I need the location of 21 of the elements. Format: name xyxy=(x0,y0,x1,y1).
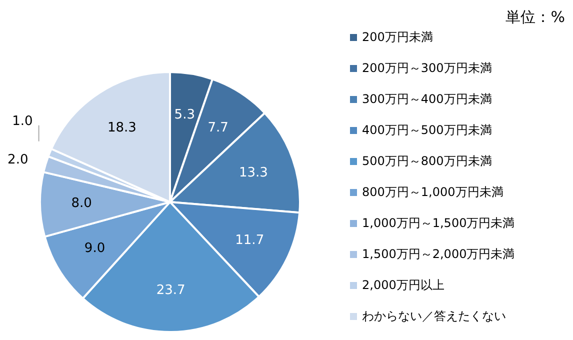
legend-label: 800万円～1,000万円未満 xyxy=(362,184,504,201)
data-label: 9.0 xyxy=(84,240,106,256)
data-label: 5.3 xyxy=(174,107,195,122)
legend-label: 200万円～300万円未満 xyxy=(362,60,492,77)
data-label: 7.7 xyxy=(208,120,228,136)
legend-label: 300万円～400万円未満 xyxy=(362,91,492,108)
data-label: 23.7 xyxy=(156,282,186,298)
legend-label: 400万円～500万円未満 xyxy=(362,122,492,139)
legend-label: 1,500万円～2,000万円未満 xyxy=(362,246,515,263)
data-label: 2.0 xyxy=(8,152,28,168)
data-label: 13.3 xyxy=(238,165,268,180)
data-label: 1.0 xyxy=(12,114,33,129)
legend-label: 2,000万円以上 xyxy=(362,277,444,294)
data-label: 11.7 xyxy=(235,232,264,248)
data-label: 8.0 xyxy=(71,196,92,212)
text: 単位：% xyxy=(506,8,565,27)
legend-label: 500万円～800万円未満 xyxy=(362,153,492,170)
legend-label: わからない／答えたくない xyxy=(362,308,506,325)
data-label: 18.3 xyxy=(107,120,136,136)
legend-label: 200万円未満 xyxy=(362,29,433,46)
legend-label: 1,000万円～1,500万円未満 xyxy=(362,215,515,232)
